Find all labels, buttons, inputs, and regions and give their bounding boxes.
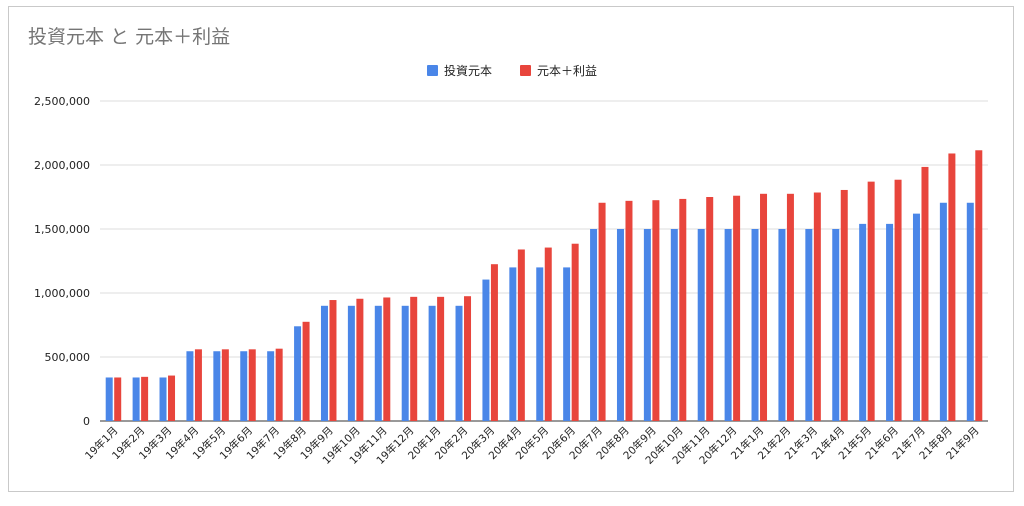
bar-total[interactable] xyxy=(275,348,283,421)
bar-principal[interactable] xyxy=(240,351,248,421)
chart-title: 投資元本 と 元本＋利益 xyxy=(28,26,231,48)
y-tick-label: 1,000,000 xyxy=(34,287,90,300)
bar-principal[interactable] xyxy=(751,229,759,421)
chart-legend: 投資元本 元本＋利益 xyxy=(0,62,1024,79)
bar-principal[interactable] xyxy=(320,305,328,421)
bar-principal[interactable] xyxy=(509,267,517,421)
bar-principal[interactable] xyxy=(267,351,275,421)
bar-total[interactable] xyxy=(490,264,498,421)
bar-principal[interactable] xyxy=(105,377,113,421)
bar-total[interactable] xyxy=(786,193,794,421)
bar-principal[interactable] xyxy=(966,202,974,421)
legend-item-total[interactable]: 元本＋利益 xyxy=(520,62,597,79)
bar-total[interactable] xyxy=(840,189,848,421)
bar-total[interactable] xyxy=(598,202,606,421)
bar-total[interactable] xyxy=(813,192,821,421)
bar-principal[interactable] xyxy=(536,267,544,421)
bar-principal[interactable] xyxy=(186,351,194,421)
bar-principal[interactable] xyxy=(482,279,490,421)
bar-principal[interactable] xyxy=(159,377,167,421)
legend-label-principal: 投資元本 xyxy=(443,64,492,78)
bar-total[interactable] xyxy=(410,296,418,421)
y-tick-label: 2,000,000 xyxy=(34,159,90,172)
bar-principal[interactable] xyxy=(294,326,302,421)
bar-principal[interactable] xyxy=(455,305,463,421)
y-tick-label: 0 xyxy=(83,415,90,428)
bar-total[interactable] xyxy=(356,298,364,421)
y-tick-label: 500,000 xyxy=(45,351,91,364)
bar-total[interactable] xyxy=(948,153,956,422)
bar-total[interactable] xyxy=(679,198,687,421)
bar-principal[interactable] xyxy=(401,305,409,421)
bar-principal[interactable] xyxy=(778,229,786,421)
bar-total[interactable] xyxy=(625,200,633,421)
bar-principal[interactable] xyxy=(213,351,221,421)
bar-principal[interactable] xyxy=(374,305,382,421)
bar-total[interactable] xyxy=(329,300,337,421)
legend-item-principal[interactable]: 投資元本 xyxy=(426,62,492,79)
y-tick-label: 2,500,000 xyxy=(34,95,90,108)
bar-principal[interactable] xyxy=(590,229,598,421)
bar-total[interactable] xyxy=(867,181,875,421)
bar-total[interactable] xyxy=(141,376,149,421)
bar-total[interactable] xyxy=(248,349,256,421)
bar-total[interactable] xyxy=(383,297,391,421)
bar-principal[interactable] xyxy=(886,223,894,421)
bar-principal[interactable] xyxy=(132,377,140,421)
bar-total[interactable] xyxy=(706,197,714,421)
legend-swatch-total xyxy=(520,65,531,76)
legend-label-total: 元本＋利益 xyxy=(537,64,598,78)
bar-total[interactable] xyxy=(302,321,310,421)
bar-total[interactable] xyxy=(544,247,552,421)
legend-swatch-principal xyxy=(426,65,438,76)
bar-principal[interactable] xyxy=(616,229,624,421)
bar-principal[interactable] xyxy=(643,229,651,421)
bar-principal[interactable] xyxy=(697,229,705,421)
bar-total[interactable] xyxy=(571,243,579,421)
bar-total[interactable] xyxy=(733,195,741,421)
bar-principal[interactable] xyxy=(724,229,732,421)
bar-total[interactable] xyxy=(464,296,472,421)
bar-total[interactable] xyxy=(517,249,525,421)
bar-total[interactable] xyxy=(221,349,229,421)
bar-principal[interactable] xyxy=(859,223,867,421)
y-tick-label: 1,500,000 xyxy=(34,223,90,236)
bar-principal[interactable] xyxy=(347,305,355,421)
bar-total[interactable] xyxy=(975,150,983,421)
bar-total[interactable] xyxy=(894,179,902,421)
bar-total[interactable] xyxy=(168,375,176,421)
bar-principal[interactable] xyxy=(912,213,920,421)
bar-principal[interactable] xyxy=(670,229,678,421)
bar-principal[interactable] xyxy=(428,305,436,421)
bar-total[interactable] xyxy=(760,193,768,421)
bar-principal[interactable] xyxy=(805,229,813,421)
bar-principal[interactable] xyxy=(939,202,947,421)
bar-total[interactable] xyxy=(652,200,660,421)
bar-total[interactable] xyxy=(194,349,202,421)
bar-principal[interactable] xyxy=(832,229,840,421)
bar-principal[interactable] xyxy=(563,267,571,421)
bar-total[interactable] xyxy=(437,296,445,421)
bar-total[interactable] xyxy=(114,377,122,421)
bar-total[interactable] xyxy=(921,166,929,421)
